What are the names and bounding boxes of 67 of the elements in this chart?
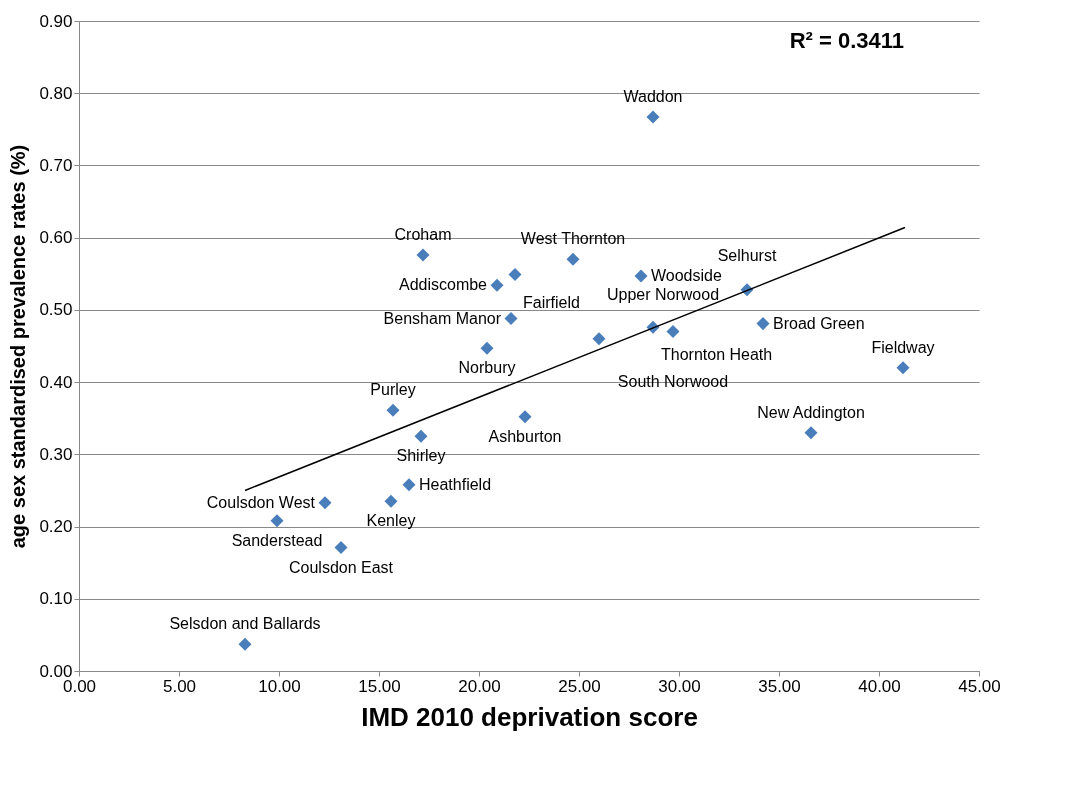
point bbox=[504, 312, 518, 326]
point bbox=[416, 248, 430, 262]
y-tick-label: 0.50 bbox=[39, 300, 73, 320]
y-tick-label: 0.80 bbox=[39, 83, 73, 103]
annotation: Selsdon and Ballards bbox=[169, 615, 321, 633]
y-axis-title: age sex standardised prevalence rates (%) bbox=[7, 144, 30, 549]
annotation: Fairfield bbox=[523, 293, 580, 311]
annotation: Shirley bbox=[396, 447, 446, 465]
x-axis-title: IMD 2010 deprivation score bbox=[361, 701, 698, 732]
x-tick-label: 5.00 bbox=[162, 676, 197, 696]
point bbox=[270, 514, 284, 528]
x-tick-label: 35.00 bbox=[758, 676, 801, 696]
y-tick-label: 0.70 bbox=[39, 155, 73, 175]
point bbox=[238, 637, 252, 651]
annotation: Upper Norwood bbox=[607, 285, 720, 303]
annotation: Ashburton bbox=[488, 427, 562, 445]
point bbox=[334, 540, 348, 555]
point bbox=[414, 429, 428, 443]
annotation: Heathfield bbox=[419, 475, 492, 493]
x-tick-label: 45.00 bbox=[958, 676, 1001, 696]
annotation: New Addington bbox=[757, 403, 865, 421]
point bbox=[592, 332, 606, 346]
annotation: Croham bbox=[394, 226, 452, 243]
x-tick-label: 25.00 bbox=[558, 676, 601, 696]
annotation: Sanderstead bbox=[231, 531, 323, 549]
y-tick-label: 0.60 bbox=[39, 228, 73, 248]
y-tick-label: 0.30 bbox=[39, 444, 73, 464]
y-tick-label: 0.10 bbox=[39, 589, 73, 609]
y-tick-label: 0.20 bbox=[39, 517, 73, 537]
annotation: Coulsdon East bbox=[288, 558, 394, 576]
y-tick-label: 0.90 bbox=[39, 11, 73, 31]
annotation: South Norwood bbox=[617, 372, 729, 390]
point bbox=[666, 325, 680, 339]
point bbox=[490, 278, 504, 292]
annotation: West Thornton bbox=[520, 230, 626, 248]
annotation: Broad Green bbox=[773, 314, 865, 332]
annotation: Coulsdon West bbox=[206, 493, 316, 511]
point bbox=[318, 496, 332, 510]
annotation: Fieldway bbox=[871, 338, 935, 356]
annotation: Selhurst bbox=[717, 246, 777, 264]
point bbox=[508, 267, 522, 282]
x-tick-label: 40.00 bbox=[858, 676, 901, 696]
x-tick-label: 30.00 bbox=[658, 676, 701, 696]
annotation: Norbury bbox=[458, 359, 516, 377]
annotation: Waddon bbox=[623, 88, 683, 106]
point bbox=[566, 252, 580, 266]
annotation: Thornton Heath bbox=[661, 346, 773, 364]
point bbox=[402, 478, 416, 492]
x-tick-label: 20.00 bbox=[458, 676, 501, 696]
annotation: Addiscombe bbox=[398, 276, 488, 294]
y-tick-label: 0.40 bbox=[39, 372, 73, 392]
annotation: Kenley bbox=[366, 512, 416, 530]
point bbox=[634, 269, 648, 283]
point bbox=[518, 410, 532, 424]
annotation: Bensham Manor bbox=[383, 309, 502, 327]
point bbox=[804, 426, 818, 440]
point bbox=[896, 361, 910, 375]
point bbox=[386, 403, 400, 417]
x-tick-label: 10.00 bbox=[258, 676, 301, 696]
point bbox=[480, 341, 494, 355]
annotation: Purley bbox=[370, 381, 416, 399]
point bbox=[756, 317, 770, 331]
x-tick-label: 15.00 bbox=[358, 676, 401, 696]
annotation: R² = 0.3411 bbox=[789, 28, 904, 53]
annotation: Woodside bbox=[651, 266, 722, 284]
point bbox=[646, 110, 660, 124]
point bbox=[384, 494, 398, 508]
